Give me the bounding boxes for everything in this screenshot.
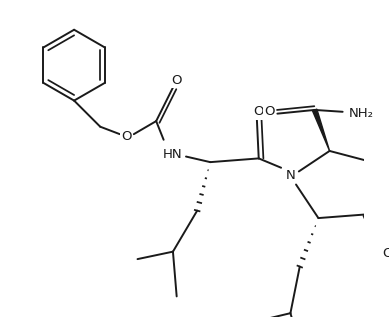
Polygon shape (312, 109, 329, 151)
Text: O: O (382, 247, 389, 260)
Text: O: O (121, 130, 131, 143)
Text: O: O (254, 105, 264, 118)
Text: HN: HN (163, 148, 183, 161)
Text: O: O (265, 105, 275, 118)
Text: N: N (286, 169, 295, 182)
Text: NH₂: NH₂ (349, 107, 374, 120)
Text: O: O (172, 73, 182, 87)
